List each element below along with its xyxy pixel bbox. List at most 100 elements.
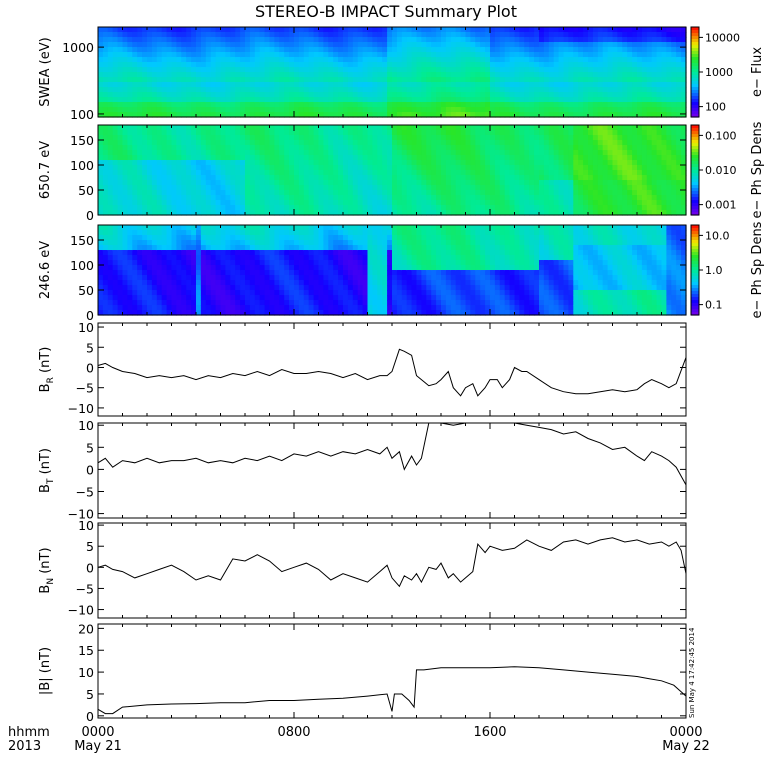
heatmap-cell xyxy=(122,190,128,196)
heatmap-cell xyxy=(137,135,143,141)
heatmap-cell xyxy=(313,57,320,63)
heatmap-cell xyxy=(308,145,315,151)
heatmap-cell xyxy=(529,175,535,181)
heatmap-cell xyxy=(132,165,138,171)
heatmap-cell xyxy=(563,107,569,113)
heatmap-cell xyxy=(308,82,315,88)
heatmap-cell xyxy=(578,102,584,108)
heatmap-cell xyxy=(338,77,344,83)
heatmap-cell xyxy=(176,155,182,161)
heatmap-cell xyxy=(480,205,486,211)
heatmap-cell xyxy=(98,245,104,251)
heatmap-cell xyxy=(426,200,432,206)
heatmap-cell xyxy=(592,27,599,33)
heatmap-cell xyxy=(269,32,275,38)
heatmap-cell xyxy=(151,245,158,251)
heatmap-cell xyxy=(269,67,275,73)
heatmap-cell xyxy=(431,27,437,33)
heatmap-cell xyxy=(102,260,109,266)
heatmap-cell xyxy=(151,155,158,161)
heatmap-cell xyxy=(347,52,354,58)
heatmap-cell xyxy=(494,165,501,171)
heatmap-cell xyxy=(215,57,222,63)
heatmap-cell xyxy=(171,107,177,113)
heatmap-cell xyxy=(465,37,471,43)
heatmap-cell xyxy=(220,255,226,261)
heatmap-cell xyxy=(156,92,163,98)
heatmap-cell xyxy=(298,47,305,53)
heatmap-cell xyxy=(181,210,187,216)
heatmap-cell xyxy=(485,102,491,108)
heatmap-cell xyxy=(646,77,653,83)
heatmap-cell xyxy=(377,155,383,161)
heatmap-cell xyxy=(102,200,109,206)
heatmap-cell xyxy=(122,305,128,311)
heatmap-cell xyxy=(298,150,305,156)
colorbar-swatch xyxy=(691,42,699,46)
heatmap-cell xyxy=(411,130,418,136)
heatmap-cell xyxy=(210,195,217,201)
heatmap-cell xyxy=(656,195,663,201)
heatmap-cell xyxy=(176,175,182,181)
heatmap-cell xyxy=(294,107,300,113)
heatmap-cell xyxy=(445,47,452,53)
heatmap-cell xyxy=(308,32,315,38)
heatmap-cell xyxy=(637,205,643,211)
heatmap-cell xyxy=(147,112,153,118)
heatmap-cell xyxy=(181,185,187,191)
heatmap-cell xyxy=(588,27,594,33)
heatmap-cell xyxy=(681,72,687,78)
heatmap-cell xyxy=(450,135,457,141)
colorbar-swatch xyxy=(691,131,699,135)
heatmap-cell xyxy=(215,265,222,271)
heatmap-cell xyxy=(431,125,437,131)
heatmap-cell xyxy=(465,107,471,113)
heatmap-cell xyxy=(127,255,133,261)
heatmap-cell xyxy=(445,150,452,156)
heatmap-cell xyxy=(245,92,251,98)
heatmap-cell xyxy=(573,102,579,108)
heatmap-cell xyxy=(602,140,609,146)
heatmap-cell xyxy=(176,235,182,241)
heatmap-cell xyxy=(597,190,604,196)
heatmap-cell xyxy=(318,57,324,63)
heatmap-cell xyxy=(392,180,398,186)
heatmap-cell xyxy=(416,42,422,48)
heatmap-cell xyxy=(313,72,320,78)
heatmap-cell xyxy=(539,130,545,136)
heatmap-cell xyxy=(656,47,663,53)
heatmap-cell xyxy=(156,112,163,118)
heatmap-cell xyxy=(534,150,540,156)
heatmap-cell xyxy=(534,195,540,201)
heatmap-cell xyxy=(646,185,653,191)
heatmap-cell xyxy=(196,87,202,93)
heatmap-cell xyxy=(303,205,310,211)
heatmap-cell xyxy=(156,275,163,281)
heatmap-cell xyxy=(411,37,418,43)
heatmap-cell xyxy=(494,42,501,48)
heatmap-cell xyxy=(401,37,408,43)
heatmap-cell xyxy=(509,130,516,136)
heatmap-cell xyxy=(205,82,212,88)
heatmap-cell xyxy=(558,165,565,171)
heatmap-cell xyxy=(318,190,324,196)
heatmap-cell xyxy=(147,190,153,196)
heatmap-cell xyxy=(357,82,364,88)
heatmap-cell xyxy=(426,165,432,171)
heatmap-cell xyxy=(274,210,280,216)
heatmap-cell xyxy=(558,180,565,186)
heatmap-cell xyxy=(558,47,565,53)
heatmap-cell xyxy=(661,92,667,98)
heatmap-cell xyxy=(583,180,589,186)
heatmap-cell xyxy=(632,180,638,186)
heatmap-cell xyxy=(196,72,202,78)
heatmap-cell xyxy=(460,107,467,113)
heatmap-cell xyxy=(367,82,373,88)
heatmap-cell xyxy=(151,77,158,83)
heatmap-cell xyxy=(529,210,535,216)
heatmap-cell xyxy=(578,52,584,58)
heatmap-cell xyxy=(637,190,643,196)
heatmap-cell xyxy=(421,200,427,206)
heatmap-cell xyxy=(568,185,574,191)
heatmap-cell xyxy=(602,170,609,176)
